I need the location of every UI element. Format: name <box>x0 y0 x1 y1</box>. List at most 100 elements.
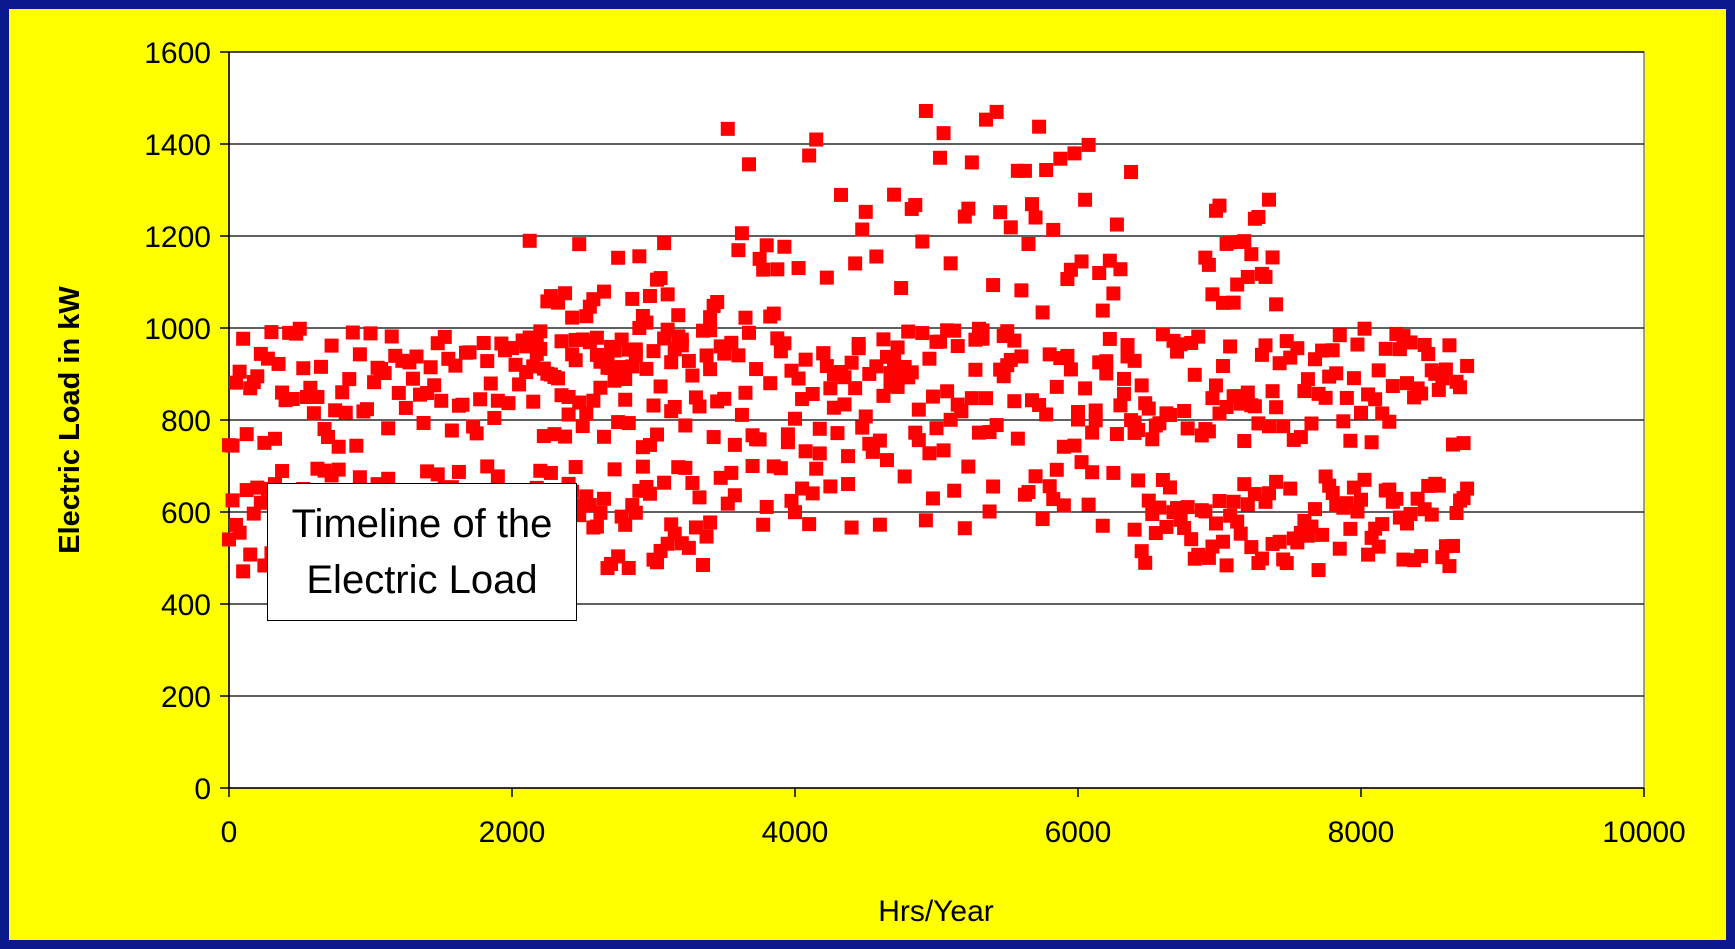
data-point <box>1240 269 1255 284</box>
data-point <box>363 326 378 341</box>
data-point <box>681 540 696 555</box>
data-point <box>1035 305 1050 320</box>
data-point <box>876 388 891 403</box>
data-point <box>671 308 686 323</box>
data-point <box>1000 324 1015 339</box>
data-point <box>1269 474 1284 489</box>
data-point <box>253 495 268 510</box>
data-point <box>1272 356 1287 371</box>
data-point <box>1042 479 1057 494</box>
data-point <box>678 460 693 475</box>
data-point <box>749 362 764 377</box>
data-point <box>575 419 590 434</box>
data-point <box>1184 532 1199 547</box>
data-point <box>848 381 863 396</box>
data-point <box>1332 541 1347 556</box>
data-point <box>703 515 718 530</box>
data-point <box>1216 359 1231 374</box>
data-point <box>384 329 399 344</box>
data-point <box>734 226 749 241</box>
data-point <box>625 291 640 306</box>
data-point <box>957 521 972 536</box>
data-point <box>1265 250 1280 265</box>
data-point <box>639 315 654 330</box>
data-point <box>1205 391 1220 406</box>
data-point <box>1177 404 1192 419</box>
data-point <box>444 423 459 438</box>
data-point <box>543 465 558 480</box>
data-point <box>572 395 587 410</box>
data-point <box>611 549 626 564</box>
data-point <box>1081 497 1096 512</box>
data-point <box>1032 119 1047 134</box>
data-point <box>964 391 979 406</box>
data-point <box>915 234 930 249</box>
data-point <box>1116 386 1131 401</box>
data-point <box>565 310 580 325</box>
data-point <box>802 148 817 163</box>
data-point <box>225 438 240 453</box>
data-point <box>1106 286 1121 301</box>
data-point <box>1208 378 1223 393</box>
data-point <box>1251 416 1266 431</box>
data-point <box>246 506 261 521</box>
data-point <box>696 557 711 572</box>
data-point <box>1219 399 1234 414</box>
data-point <box>1378 341 1393 356</box>
data-point <box>505 341 519 356</box>
data-point <box>1095 518 1110 533</box>
data-point <box>575 332 590 347</box>
data-point <box>752 432 767 447</box>
data-point <box>646 344 661 359</box>
data-point <box>841 449 856 464</box>
data-point <box>1339 496 1354 511</box>
data-point <box>1442 559 1457 574</box>
data-point <box>416 415 431 430</box>
data-point <box>738 385 753 400</box>
data-point <box>536 361 551 376</box>
data-point <box>222 532 236 547</box>
data-point <box>816 346 831 361</box>
data-point <box>717 346 732 361</box>
data-point <box>1017 163 1032 178</box>
data-point <box>487 410 502 425</box>
data-point <box>1431 478 1446 493</box>
data-point <box>1134 544 1149 559</box>
data-point <box>968 362 983 377</box>
data-point <box>1191 547 1206 562</box>
data-point <box>763 376 778 391</box>
data-point <box>1216 534 1231 549</box>
data-point <box>986 479 1001 494</box>
data-point <box>1138 555 1153 570</box>
data-point <box>1014 283 1029 298</box>
data-point <box>1085 425 1100 440</box>
data-point <box>1453 380 1468 395</box>
data-point <box>1382 414 1397 429</box>
x-tick-label: 6000 <box>1045 816 1112 849</box>
data-point <box>1113 262 1128 277</box>
data-point <box>1085 465 1100 480</box>
data-point <box>1120 338 1135 353</box>
data-point <box>490 393 505 408</box>
data-point <box>688 520 703 535</box>
data-point <box>604 360 619 375</box>
data-point <box>805 486 820 501</box>
data-point <box>1254 551 1269 566</box>
data-point <box>596 284 611 299</box>
data-point <box>1212 198 1227 213</box>
data-point <box>1431 382 1446 397</box>
data-point <box>1003 220 1018 235</box>
data-point <box>650 555 665 570</box>
data-point <box>936 126 951 141</box>
data-point <box>1148 526 1163 541</box>
data-point <box>720 121 735 136</box>
data-point <box>1364 435 1379 450</box>
data-point <box>904 365 919 380</box>
data-point <box>1170 501 1185 516</box>
data-point <box>1332 328 1347 343</box>
data-point <box>879 453 894 468</box>
data-point <box>275 464 290 479</box>
data-point <box>1159 519 1174 534</box>
data-point <box>1124 413 1139 428</box>
chart-frame: 0 200 400 600 800 1000 1200 1400 1600 0 2000 4000 60… <box>9 9 1726 940</box>
